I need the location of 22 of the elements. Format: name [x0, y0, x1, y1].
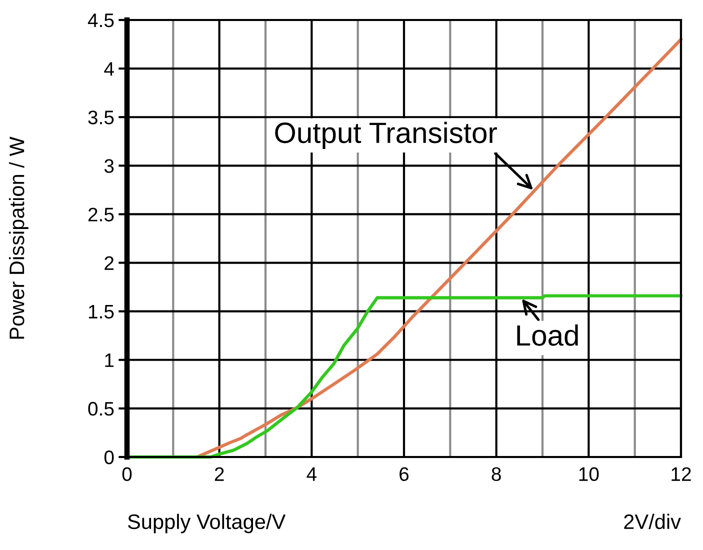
series-label: Load [517, 324, 578, 346]
y-tick-label: 3 [104, 159, 114, 173]
x-axis-title: Supply Voltage/V [128, 514, 286, 534]
x-tick-label: 4 [306, 467, 317, 481]
x-tick-label: 8 [492, 467, 501, 482]
y-tick-label: 0 [104, 450, 114, 464]
y-tick-label: 4 [104, 62, 114, 76]
y-tick-label: 4.5 [88, 14, 114, 28]
y-tick-label: 3.5 [88, 110, 114, 124]
y-tick-label: 2.5 [88, 208, 114, 222]
x-tick-label: 10 [579, 467, 599, 482]
text: 2V/div [624, 514, 681, 530]
x-tick-label: 12 [672, 467, 691, 481]
y-tick-label: 2 [104, 256, 114, 270]
y-tick-label: 0.5 [88, 402, 114, 416]
x-tick-label: 2 [214, 467, 224, 481]
series-label: Output Transistor [275, 122, 497, 149]
y-tick-label: 1 [105, 354, 114, 367]
y-axis-title: Power Dissipation / W [8, 136, 28, 339]
x-tick-label: 0 [122, 467, 132, 482]
x-tick-label: 6 [400, 467, 409, 482]
y-tick-label: 1.5 [88, 305, 114, 319]
